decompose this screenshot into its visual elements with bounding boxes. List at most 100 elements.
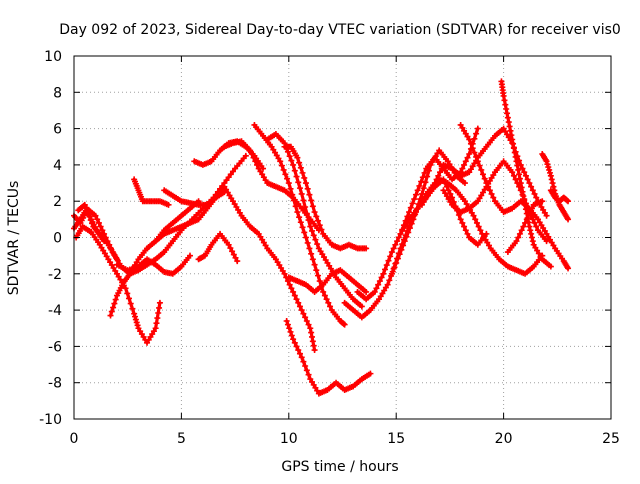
data-point-marker [543,238,550,245]
data-point-marker [230,251,237,258]
data-point-marker [394,238,401,245]
data-point-marker [388,249,395,256]
data-point-marker [519,165,526,172]
data-point-marker [545,164,552,171]
data-point-marker [133,319,140,326]
series-arc-16 [285,267,370,295]
data-point-marker [296,185,303,192]
data-point-marker [316,278,323,285]
data-point-marker [341,321,348,328]
data-point-marker [565,216,572,223]
data-point-marker [461,180,468,187]
data-point-marker [513,238,520,245]
data-point-marker [287,328,294,335]
data-point-marker [286,281,293,288]
data-point-marker [516,171,523,178]
data-point-marker [286,153,293,160]
data-point-marker [302,204,309,211]
x-tick-label: 15 [387,431,405,447]
chart-title: Day 092 of 2023, Sidereal Day-to-day VTE… [59,22,621,38]
data-point-marker [419,174,426,181]
data-point-marker [296,159,303,166]
data-point-marker [517,180,524,187]
series-arc-10 [195,230,241,265]
data-point-marker [390,265,397,272]
data-point-marker [528,230,535,237]
data-point-marker [297,164,304,171]
data-point-marker [516,175,523,182]
y-axis-label: SDTVAR / TECUs [6,181,22,296]
data-point-marker [305,321,312,328]
series-line [252,123,347,327]
data-point-marker [290,197,297,204]
data-point-marker [474,158,481,165]
x-tick-label: 25 [602,431,620,447]
data-point-marker [510,140,517,147]
data-point-marker [125,295,132,302]
series-line [74,225,162,345]
series-arc-09 [161,187,228,208]
data-point-marker [296,350,303,357]
data-point-marker [418,178,425,185]
y-tick-label: 2 [53,194,62,210]
x-axis-label: GPS time / hours [281,459,398,475]
data-point-marker [378,274,385,281]
data-point-marker [293,173,300,180]
data-point-marker [134,322,141,329]
data-point-marker [388,270,395,277]
series-arc-17 [283,317,374,397]
y-tick-label: -2 [48,267,62,283]
data-point-marker [473,219,480,226]
data-point-marker [101,238,108,245]
data-point-marker [481,175,488,182]
data-point-marker [387,253,394,260]
data-point-marker [395,250,402,257]
series-arc-15 [281,143,370,252]
data-point-marker [507,127,514,134]
data-point-marker [510,145,517,152]
x-tick-label: 10 [280,431,298,447]
data-point-marker [528,234,535,241]
data-point-marker [531,219,538,226]
data-point-marker [504,110,511,117]
y-tick-label: 8 [53,85,62,101]
data-point-marker [472,216,479,223]
data-point-marker [363,288,370,295]
data-point-marker [543,158,550,165]
data-point-marker [500,92,507,99]
data-point-marker [515,166,522,173]
data-point-marker [309,203,316,210]
data-point-marker [290,336,297,343]
data-point-marker [311,209,318,216]
data-point-marker [459,219,466,226]
data-point-marker [527,227,534,234]
y-tick-label: -4 [48,303,62,319]
data-point-marker [282,171,289,178]
data-point-marker [278,162,285,169]
x-tick-label: 0 [70,431,79,447]
data-point-marker [305,217,312,224]
data-point-marker [309,338,316,345]
data-point-marker [285,180,292,187]
data-point-marker [221,189,228,196]
y-tick-label: -8 [48,376,62,392]
tick-layer: 0 5 10 15 20 25 -10 -8 -6 -4 -2 0 2 4 6 8 10 [39,49,620,447]
data-point-marker [473,153,480,160]
data-point-marker [375,281,382,288]
data-point-marker [522,219,529,226]
data-point-marker [313,213,320,220]
data-point-marker [477,227,484,234]
data-point-marker [313,267,320,274]
data-point-marker [302,180,309,187]
data-point-marker [300,197,307,204]
data-point-marker [108,308,115,315]
y-tick-label: -6 [48,339,62,355]
data-point-marker [518,227,525,234]
data-point-marker [511,149,518,156]
data-point-marker [509,169,516,176]
data-point-marker [471,135,478,142]
series-arc-24 [498,78,554,270]
series-arc-06 [113,252,193,277]
data-point-marker [528,205,535,212]
data-point-marker [470,212,477,219]
